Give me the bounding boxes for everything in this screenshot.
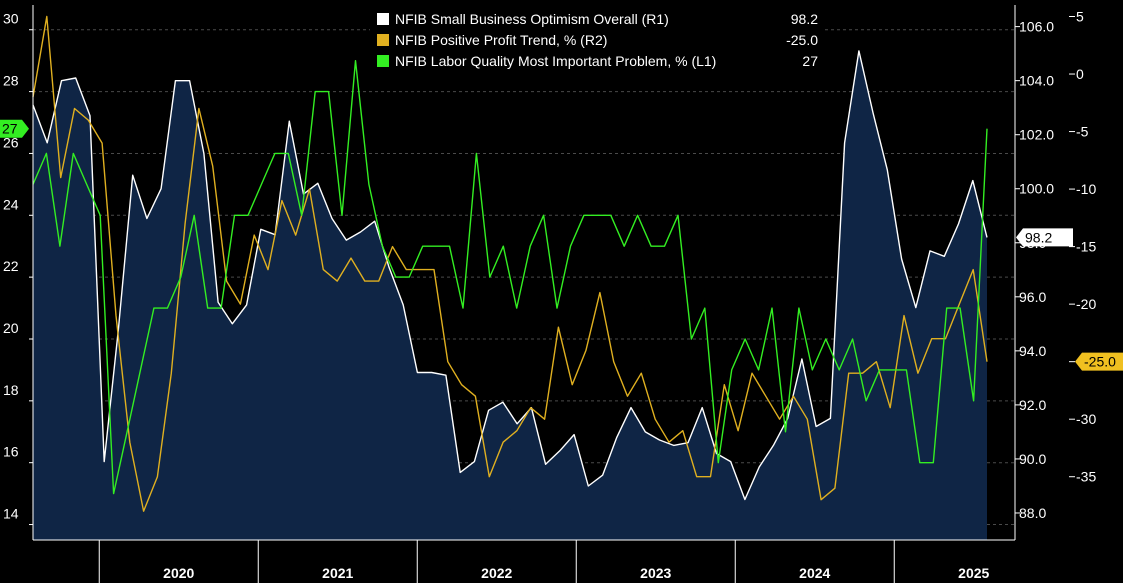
r1-tick-label: 92.0: [1019, 397, 1046, 413]
year-label-2024: 2024: [799, 565, 830, 581]
optimism-area: [33, 50, 987, 541]
r2-tick-label: 0: [1076, 66, 1084, 82]
r1-tick-label: 102.0: [1019, 127, 1054, 143]
year-label-2022: 2022: [481, 565, 512, 581]
year-label-2021: 2021: [322, 565, 353, 581]
r2-tick-label: -30: [1076, 411, 1096, 427]
r1-tick-label: 94.0: [1019, 343, 1046, 359]
r1-tick-label: 90.0: [1019, 451, 1046, 467]
left-tick-label: 28: [3, 73, 19, 89]
left-tick-label: 16: [3, 444, 19, 460]
r1-tick-label: 106.0: [1019, 19, 1054, 35]
legend-value-profit: -25.0: [786, 32, 818, 48]
series-line-0: [32, 50, 988, 501]
legend-label-labor: NFIB Labor Quality Most Important Proble…: [395, 53, 716, 69]
series-area-0: [33, 50, 987, 541]
tag-profit-text: -25.0: [1084, 354, 1116, 370]
year-label-2020: 2020: [163, 565, 194, 581]
r2-tick-label: -35: [1076, 469, 1096, 485]
tag-labor-text: 27: [2, 121, 18, 137]
legend-value-optimism: 98.2: [791, 11, 818, 27]
legend-swatch-profit: [377, 34, 389, 46]
left-tick-label: 30: [3, 11, 19, 27]
r2-tick-label: -15: [1076, 239, 1096, 255]
legend-label-profit: NFIB Positive Profit Trend, % (R2): [395, 32, 607, 48]
year-label-2025: 2025: [958, 565, 989, 581]
r1-tick-label: 96.0: [1019, 289, 1046, 305]
year-label-2023: 2023: [640, 565, 671, 581]
left-tick-label: 26: [3, 134, 19, 150]
r1-tick-label: 100.0: [1019, 181, 1054, 197]
legend-value-labor: 27: [802, 53, 818, 69]
tag-optimism-bg: [1016, 228, 1073, 247]
legend: NFIB Small Business Optimism Overall (R1…: [370, 8, 825, 74]
r2-tick-label: -20: [1076, 296, 1096, 312]
r2-tick-label: -10: [1076, 181, 1096, 197]
left-tick-label: 14: [3, 506, 19, 522]
r2-tick-label: 5: [1076, 9, 1084, 25]
tag-profit-bg: [1075, 352, 1123, 371]
series-line-2: [32, 60, 988, 495]
tag-labor-bg: [0, 119, 29, 138]
legend-swatch-optimism: [377, 13, 389, 25]
legend-label-optimism: NFIB Small Business Optimism Overall (R1…: [395, 11, 669, 27]
left-tick-label: 24: [3, 196, 19, 212]
series-line-1: [32, 15, 988, 512]
left-tick-label: 22: [3, 258, 19, 274]
r2-tick-label: -5: [1076, 124, 1089, 140]
left-tick-label: 20: [3, 320, 19, 336]
r1-tick-label: 104.0: [1019, 73, 1054, 89]
value-tags: 98.2 -25.0 27: [0, 119, 1123, 371]
r1-tick-label: 88.0: [1019, 505, 1046, 521]
left-tick-label: 18: [3, 382, 19, 398]
tag-optimism-text: 98.2: [1025, 229, 1052, 245]
axes: 14161820222426283088.090.092.094.096.098…: [3, 5, 1096, 583]
series-lines: [32, 15, 988, 512]
legend-swatch-labor: [377, 55, 389, 67]
legend-background: [370, 8, 825, 74]
